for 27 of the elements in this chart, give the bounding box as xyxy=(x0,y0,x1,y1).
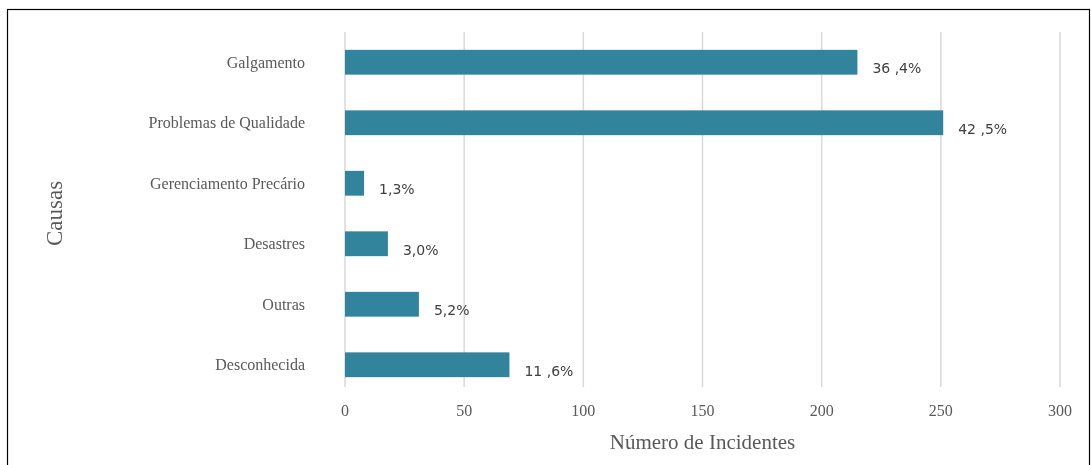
bar xyxy=(345,231,388,257)
y-tick-label: Galgamento xyxy=(226,53,305,72)
y-tick-label: Desastres xyxy=(243,235,305,253)
y-tick-label: Gerenciamento Precário xyxy=(149,174,305,192)
x-tick-label: 200 xyxy=(809,402,834,419)
x-tick-label: 250 xyxy=(928,402,953,419)
bar xyxy=(345,110,944,136)
annotation: 11 ,6% xyxy=(524,362,574,379)
bar xyxy=(345,170,365,196)
x-tick-label: 150 xyxy=(690,402,715,419)
x-tick-label: 0 xyxy=(341,402,349,419)
y-tick-label: Outras xyxy=(262,295,305,313)
x-tick-label: 50 xyxy=(456,402,473,419)
y-tick-label: Problemas de Qualidade xyxy=(148,114,305,132)
x-tick-label: 100 xyxy=(571,402,596,419)
annotation: 36 ,4% xyxy=(872,60,922,77)
annotation: 42 ,5% xyxy=(958,120,1008,137)
y-axis-title: Causas xyxy=(42,180,67,247)
x-tick-label: 300 xyxy=(1048,402,1072,419)
x-axis-title: Número de Incidentes xyxy=(609,430,796,454)
bar xyxy=(345,49,858,75)
bar xyxy=(345,352,510,378)
annotation: 5,2% xyxy=(433,302,470,319)
y-tick-label: Desconhecida xyxy=(215,356,305,374)
bar xyxy=(345,291,419,317)
annotation: 1,3% xyxy=(379,181,415,198)
annotation: 3,0% xyxy=(402,241,439,258)
